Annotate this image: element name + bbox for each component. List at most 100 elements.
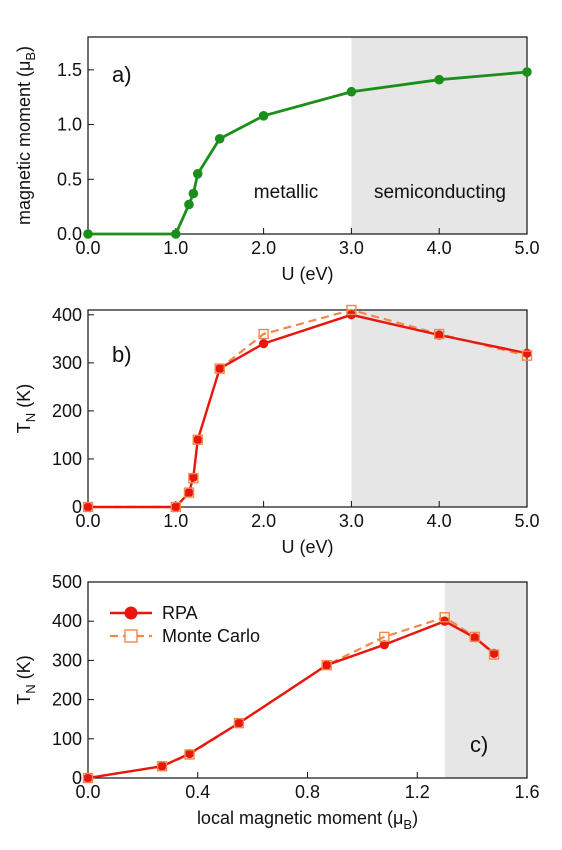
x-axis-label: U (eV): [281, 264, 333, 284]
x-tick-label: 5.0: [514, 238, 539, 258]
monte-carlo-point: [184, 749, 195, 760]
monte-carlo-point: [346, 304, 357, 316]
rpa-point: [83, 502, 93, 512]
y-tick-label: 400: [52, 305, 82, 325]
y-axis-label-sub: N: [23, 413, 38, 422]
x-tick-label: 1.0: [163, 238, 188, 258]
rpa-point: [188, 472, 198, 482]
rpa-point: [193, 435, 203, 445]
y-tick-label: 300: [52, 353, 82, 373]
monte-carlo-point: [258, 328, 269, 340]
region-label-metallic: metallic: [254, 182, 318, 203]
rpa-point: [322, 660, 332, 670]
panel-label: a): [112, 62, 132, 87]
monte-carlo-point: [321, 659, 332, 671]
x-tick-label: 4.0: [427, 511, 452, 531]
y-axis-label-sub: B: [23, 52, 38, 61]
x-tick-label: 2.0: [251, 238, 276, 258]
y-tick-label: 0.0: [57, 224, 82, 244]
x-axis-label: local magnetic moment (μB): [197, 808, 418, 832]
shaded-region: [351, 310, 527, 507]
rpa-point: [522, 348, 532, 358]
y-tick-label: 200: [52, 690, 82, 710]
shaded-region: [351, 37, 527, 234]
panel-c: 0.0 0.4 0.8 1.2 1.6 0 100 200 300 400 500 local mag…: [14, 572, 540, 832]
rpa-point: [184, 487, 194, 498]
legend-mc-label: Monte Carlo: [162, 626, 260, 646]
moment-point: [188, 188, 199, 199]
y-axis-label-end: ): [14, 46, 34, 52]
y-axis-label-sub: N: [23, 684, 38, 693]
x-tick-label: 3.0: [339, 238, 364, 258]
x-tick-label: 1.2: [405, 782, 430, 802]
x-tick-label: 0.0: [75, 782, 100, 802]
y-tick-label: 500: [52, 572, 82, 592]
x-tick-label: 1.6: [514, 782, 539, 802]
moment-point: [184, 199, 194, 210]
legend-rpa-marker: [124, 606, 138, 620]
moment-point: [346, 86, 357, 97]
x-tick-label: 1.0: [163, 511, 188, 531]
moment-point: [171, 229, 181, 239]
rpa-point: [215, 364, 225, 374]
monte-carlo-point: [233, 717, 245, 729]
monte-carlo-point: [488, 649, 500, 660]
rpa-point: [83, 773, 93, 783]
plot-frame: [87, 581, 528, 779]
x-tick-label: 3.0: [339, 511, 364, 531]
rpa-point: [171, 502, 181, 512]
panel-b: 0.0 1.0 2.0 3.0 4.0 5.0 0 100 200 300 400 U (eV) TN …: [14, 304, 540, 557]
rpa-point: [434, 330, 444, 340]
x-tick-label: 0.0: [75, 511, 100, 531]
monte-carlo-point: [82, 501, 94, 513]
monte-carlo-point: [170, 501, 182, 513]
rpa-point: [489, 648, 499, 658]
rpa-point: [379, 640, 389, 650]
legend-rpa-label: RPA: [162, 603, 198, 623]
rpa-point: [184, 749, 195, 759]
y-tick-label: 0: [72, 768, 82, 788]
monte-carlo-point: [434, 328, 445, 340]
panel-label: b): [112, 342, 132, 367]
x-tick-label: 5.0: [514, 511, 539, 531]
monte-carlo-point: [156, 761, 168, 772]
y-tick-label: 1.0: [57, 115, 82, 135]
rpa-point: [470, 633, 480, 643]
monte-carlo-line: [87, 616, 495, 780]
monte-carlo-point: [469, 631, 481, 643]
x-tick-label: 0.4: [185, 782, 210, 802]
monte-carlo-point: [214, 363, 225, 374]
x-axis-label: U (eV): [281, 537, 333, 557]
y-axis-label-main: T: [14, 694, 34, 705]
x-axis-label-main: local magnetic moment (μ: [197, 808, 403, 828]
y-tick-label: 100: [52, 729, 82, 749]
monte-carlo-point: [188, 472, 199, 484]
y-tick-label: 200: [52, 401, 82, 421]
rpa-point: [157, 761, 167, 771]
y-tick-label: 0: [72, 497, 82, 517]
y-tick-label: 100: [52, 449, 82, 469]
moment-point: [214, 133, 225, 144]
x-tick-label: 0.0: [75, 238, 100, 258]
moment-point: [258, 111, 269, 121]
y-tick-label: 400: [52, 611, 82, 631]
x-tick-label: 2.0: [251, 511, 276, 531]
rpa-point: [234, 718, 244, 728]
monte-carlo-point: [379, 631, 390, 643]
monte-carlo-point: [82, 772, 94, 784]
monte-carlo-point: [521, 350, 533, 361]
legend: RPA Monte Carlo: [110, 603, 260, 646]
rpa-point: [259, 339, 269, 349]
x-axis-label-end: ): [412, 808, 418, 828]
moment-point: [83, 229, 93, 239]
shaded-region: [444, 582, 527, 778]
moment-line: [88, 70, 528, 236]
rpa-line: [88, 313, 528, 509]
monte-carlo-point: [192, 434, 203, 445]
panel-label: c): [470, 732, 488, 757]
y-tick-label: 300: [52, 650, 82, 670]
y-axis-label-main: magnetic moment (μ: [14, 61, 34, 225]
plot-frame: [87, 36, 528, 235]
y-tick-label: 1.5: [57, 60, 82, 80]
